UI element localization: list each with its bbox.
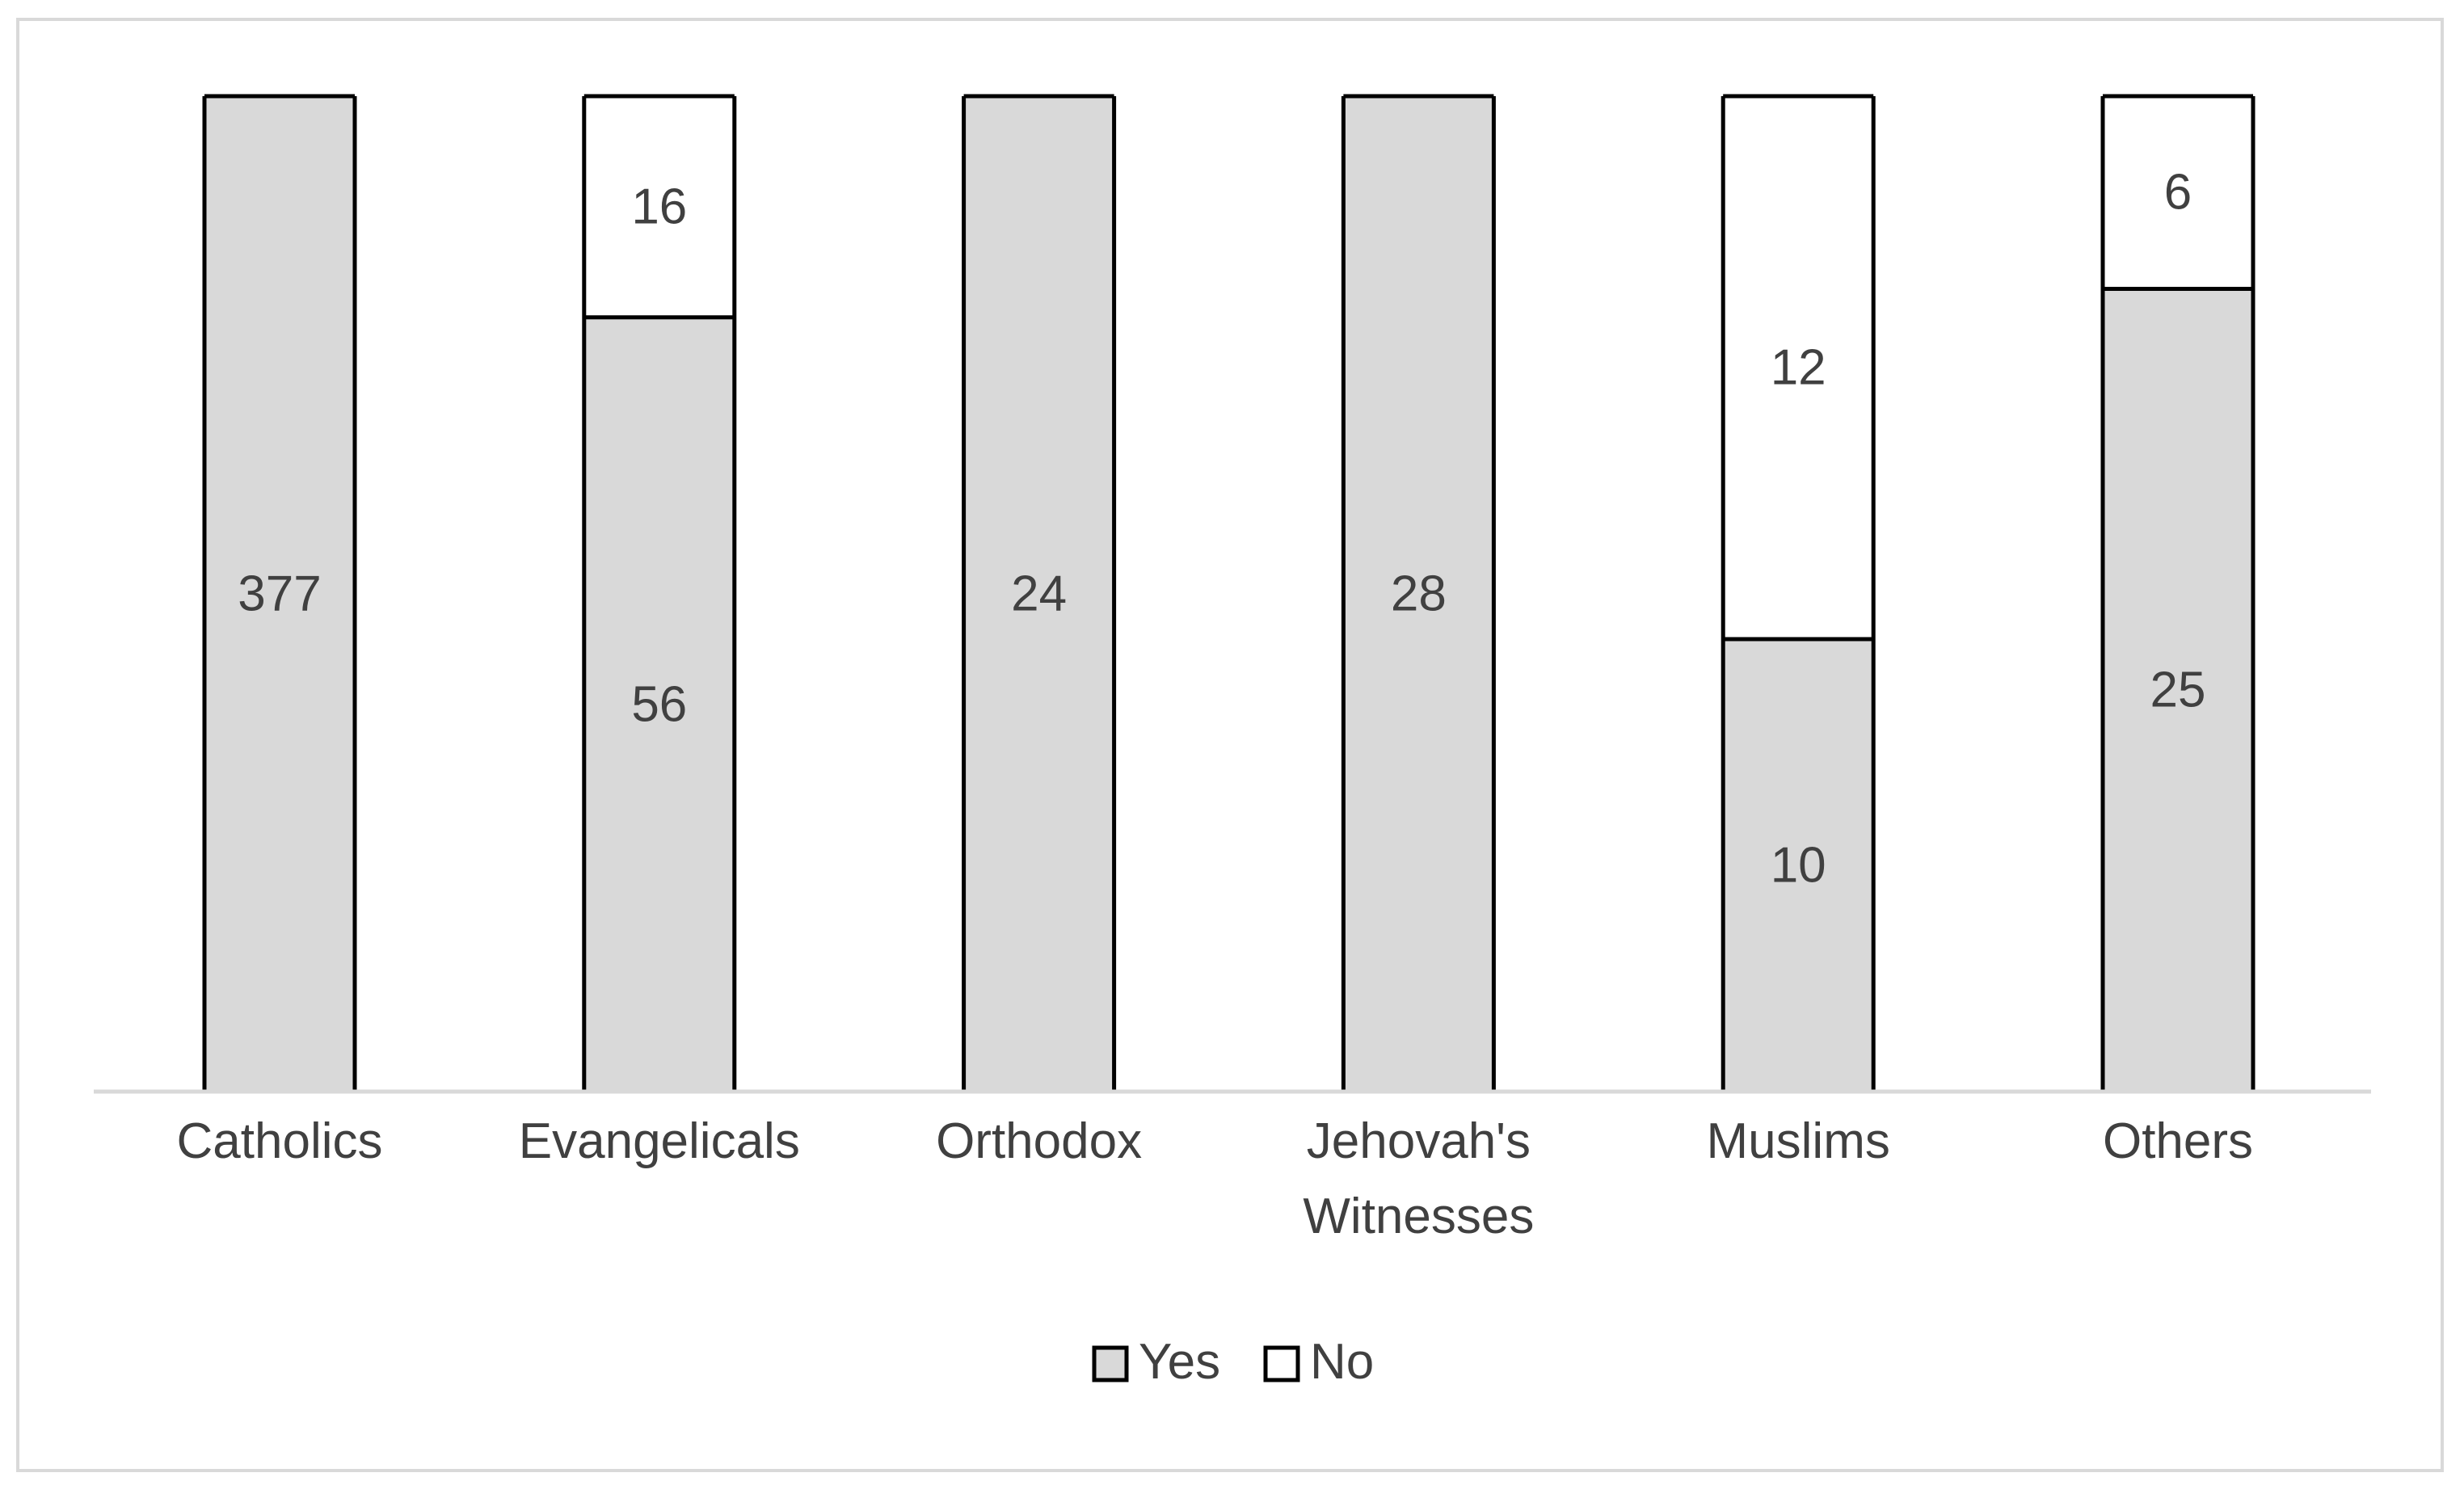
data-label-yes-3: 28 [1391,566,1447,622]
data-label-yes-1: 56 [631,676,687,732]
category-label-2: Orthodox [936,1113,1142,1169]
category-label-3: Jehovah's Witnesses [1303,1113,1534,1244]
bar-segment-no-5 [2103,96,2253,289]
bar-segment-yes-4 [1723,639,1874,1092]
bar-segment-yes-0 [204,96,355,1092]
category-tick-labels: Catholics Evangelicals Orthodox Jehovah's Wi… [177,1113,2254,1244]
legend: Yes No [1092,1334,1374,1390]
data-label-yes-5: 25 [2150,663,2206,718]
bar-segment-yes-2 [963,96,1114,1092]
legend-swatch-yes [1092,1345,1129,1382]
data-label-no-4: 12 [1771,340,1826,396]
stacked-bar-chart: 377 56 16 24 28 10 12 25 6 Catholics Evangelicals… [94,94,2371,1390]
bar-segment-no-4 [1723,96,1874,639]
bar-segment-no-1 [583,96,735,318]
chart-frame: 377 56 16 24 28 10 12 25 6 Catholics Evangelicals… [16,18,2444,1472]
bar-segment-yes-3 [1343,96,1494,1092]
category-label-5: Others [2103,1113,2253,1169]
bar-segment-yes-5 [2103,288,2253,1092]
data-label-no-1: 16 [631,179,687,234]
category-label-0: Catholics [177,1113,383,1169]
legend-label-no: No [1310,1334,1374,1390]
bars-layer [202,94,2256,1092]
data-labels-layer: 377 56 16 24 28 10 12 25 6 [238,165,2205,894]
category-label-4: Muslims [1707,1113,1890,1169]
legend-swatch-no [1263,1345,1300,1382]
bar-segment-yes-1 [583,317,735,1092]
category-label-1: Evangelicals [519,1113,800,1169]
data-label-yes-0: 377 [238,566,321,622]
data-label-yes-4: 10 [1771,838,1826,894]
data-label-no-5: 6 [2164,165,2192,221]
data-label-yes-2: 24 [1011,566,1067,622]
legend-label-yes: Yes [1139,1334,1220,1390]
